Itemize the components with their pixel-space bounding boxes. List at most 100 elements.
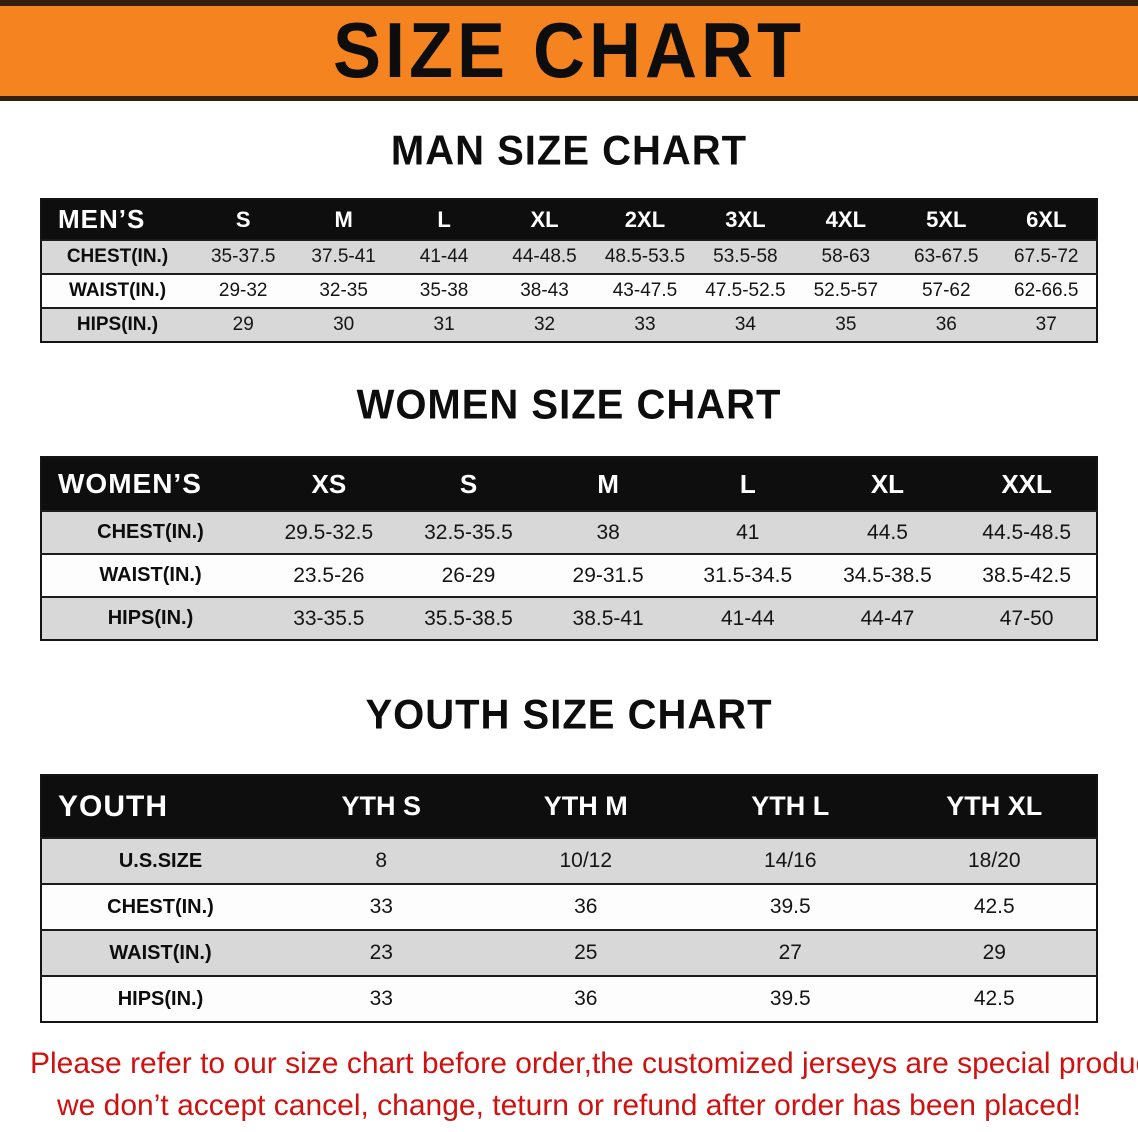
size-value: 31	[433, 314, 455, 335]
women-size-chart-heading: WOMEN SIZE CHART	[356, 382, 782, 428]
table-header-row: MEN’S S M L XL 2XL 3XL 4XL 5XL 6XL	[41, 199, 1097, 240]
size-value: 41-44	[720, 606, 775, 630]
size-value: 38-43	[520, 280, 569, 301]
size-value: 25	[574, 941, 598, 964]
measurement-row: HIPS(IN.) 33-35.5 35.5-38.5 38.5-41 41-44 44-…	[41, 597, 1097, 640]
size-column-header: YTH L	[751, 791, 830, 821]
size-value: 37	[1035, 314, 1057, 335]
size-value: 43-47.5	[612, 280, 678, 301]
size-value: 33-35.5	[293, 606, 365, 630]
size-value: 44-48.5	[512, 246, 577, 267]
size-value: 58-63	[821, 246, 871, 267]
men-size-chart-section: MAN SIZE CHART MEN’S S M L XL 2XL 3XL 4XL 5XL 6XL C…	[0, 128, 1138, 343]
measurement-row: U.S.SIZE 8 10/12 14/16 18/20	[41, 838, 1097, 884]
size-value: 35	[835, 314, 857, 335]
men-size-table: MEN’S S M L XL 2XL 3XL 4XL 5XL 6XL CHEST(IN.) 35-37…	[40, 198, 1098, 343]
size-column-header: XL	[870, 468, 905, 499]
size-chart-sections: MAN SIZE CHART MEN’S S M L XL 2XL 3XL 4XL 5XL 6XL C…	[0, 128, 1138, 1023]
size-value: 41-44	[419, 246, 469, 267]
size-column-header: 6XL	[1026, 206, 1067, 232]
size-value: 23.5-26	[293, 563, 365, 587]
size-column-header: YTH M	[543, 791, 628, 821]
title-banner: SIZE CHART	[0, 0, 1138, 101]
table-title-cell: MEN’S	[58, 204, 146, 234]
measurement-row-label: U.S.SIZE	[118, 849, 203, 872]
size-value: 62-66.5	[1014, 280, 1079, 301]
size-column-header: 4XL	[825, 206, 867, 232]
measurement-row: WAIST(IN.) 23.5-26 26-29 29-31.5 31.5-34.5 34…	[41, 554, 1097, 597]
measurement-row-label: HIPS(IN.)	[117, 987, 204, 1010]
disclaimer-line-1: Please refer to our size chart before or…	[30, 1047, 1138, 1080]
size-value: 41	[736, 520, 760, 544]
size-value: 57-62	[921, 280, 971, 301]
size-value: 29-31.5	[572, 563, 644, 587]
size-value: 44.5	[867, 520, 908, 544]
women-size-chart-section: WOMEN SIZE CHART WOMEN’S XS S M L XL XXL CHEST(I…	[0, 382, 1138, 641]
measurement-row-label: WAIST(IN.)	[68, 280, 167, 301]
measurement-row: HIPS(IN.) 33 36 39.5 42.5	[41, 976, 1097, 1022]
size-column-header: YTH S	[341, 791, 421, 821]
size-column-header: 2XL	[624, 206, 666, 232]
size-value: 29.5-32.5	[284, 520, 374, 544]
size-value: 32.5-35.5	[424, 520, 513, 544]
measurement-row: HIPS(IN.) 29 30 31 32 33 34 35 36 37	[41, 308, 1097, 342]
measurement-row-label: CHEST(IN.)	[97, 521, 204, 543]
size-value: 29	[982, 941, 1006, 964]
measurement-row: CHEST(IN.) 29.5-32.5 32.5-35.5 38 41 44.5 44.5…	[41, 511, 1097, 554]
size-column-header: S	[459, 468, 478, 499]
size-value: 37.5-41	[311, 246, 376, 267]
measurement-row: CHEST(IN.) 33 36 39.5 42.5	[41, 884, 1097, 930]
size-value: 31.5-34.5	[703, 563, 793, 587]
table-header-row: YOUTH YTH S YTH M YTH L YTH XL	[41, 775, 1097, 838]
size-value: 18/20	[967, 849, 1021, 872]
measurement-row: WAIST(IN.) 29-32 32-35 35-38 38-43 43-47.5 47.…	[41, 274, 1097, 308]
size-value: 39.5	[769, 987, 811, 1010]
measurement-row: CHEST(IN.) 35-37.5 37.5-41 41-44 44-48.5 48.5…	[41, 240, 1097, 274]
table-header-row: WOMEN’S XS S M L XL XXL	[41, 457, 1097, 511]
size-column-header: L	[739, 468, 756, 499]
youth-size-chart-heading: YOUTH SIZE CHART	[365, 692, 773, 738]
measurement-row-label: CHEST(IN.)	[66, 246, 169, 267]
size-value: 39.5	[769, 895, 811, 918]
size-column-header: S	[235, 206, 251, 232]
youth-size-table: YOUTH YTH S YTH M YTH L YTH XL U.S.SIZE 8 10/12…	[40, 774, 1098, 1023]
size-column-header: 3XL	[725, 206, 766, 232]
size-column-header: XXL	[1001, 468, 1052, 499]
size-column-header: XL	[530, 206, 559, 232]
size-value: 48.5-53.5	[604, 246, 686, 267]
size-value: 33	[369, 987, 393, 1010]
size-value: 32	[533, 314, 556, 335]
size-value: 38.5-41	[572, 606, 644, 630]
page-title: SIZE CHART	[333, 7, 805, 95]
table-title-cell: YOUTH	[58, 789, 168, 823]
size-value: 44.5-48.5	[982, 520, 1072, 544]
size-value: 34.5-38.5	[843, 563, 932, 587]
size-value: 35-37.5	[210, 246, 276, 267]
size-value: 35-38	[419, 280, 469, 301]
size-value: 35.5-38.5	[424, 606, 513, 630]
size-value: 38.5-42.5	[982, 563, 1072, 587]
measurement-row: WAIST(IN.) 23 25 27 29	[41, 930, 1097, 976]
measurement-row-label: HIPS(IN.)	[107, 607, 194, 629]
size-value: 26-29	[441, 563, 496, 587]
size-value: 36	[574, 987, 598, 1010]
size-column-header: XS	[311, 468, 347, 499]
size-value: 30	[333, 314, 355, 335]
size-value: 47.5-52.5	[705, 280, 786, 301]
size-value: 36	[574, 895, 598, 918]
measurement-row-label: HIPS(IN.)	[76, 314, 159, 335]
size-value: 23	[369, 941, 393, 964]
disclaimer-note: Please refer to our size chart before or…	[0, 1043, 1138, 1127]
measurement-row-label: WAIST(IN.)	[99, 564, 202, 586]
measurement-row-label: CHEST(IN.)	[107, 895, 214, 918]
size-value: 29-32	[218, 280, 268, 301]
women-size-table: WOMEN’S XS S M L XL XXL CHEST(IN.) 29.5-32.5 32.5…	[40, 456, 1098, 641]
size-column-header: M	[334, 206, 353, 232]
size-value: 67.5-72	[1014, 246, 1079, 267]
size-column-header: YTH XL	[946, 791, 1043, 821]
size-value: 14/16	[763, 849, 817, 872]
size-value: 33	[634, 314, 656, 335]
size-value: 38	[596, 520, 620, 544]
table-title-cell: WOMEN’S	[58, 468, 202, 499]
size-value: 63-67.5	[914, 246, 979, 267]
